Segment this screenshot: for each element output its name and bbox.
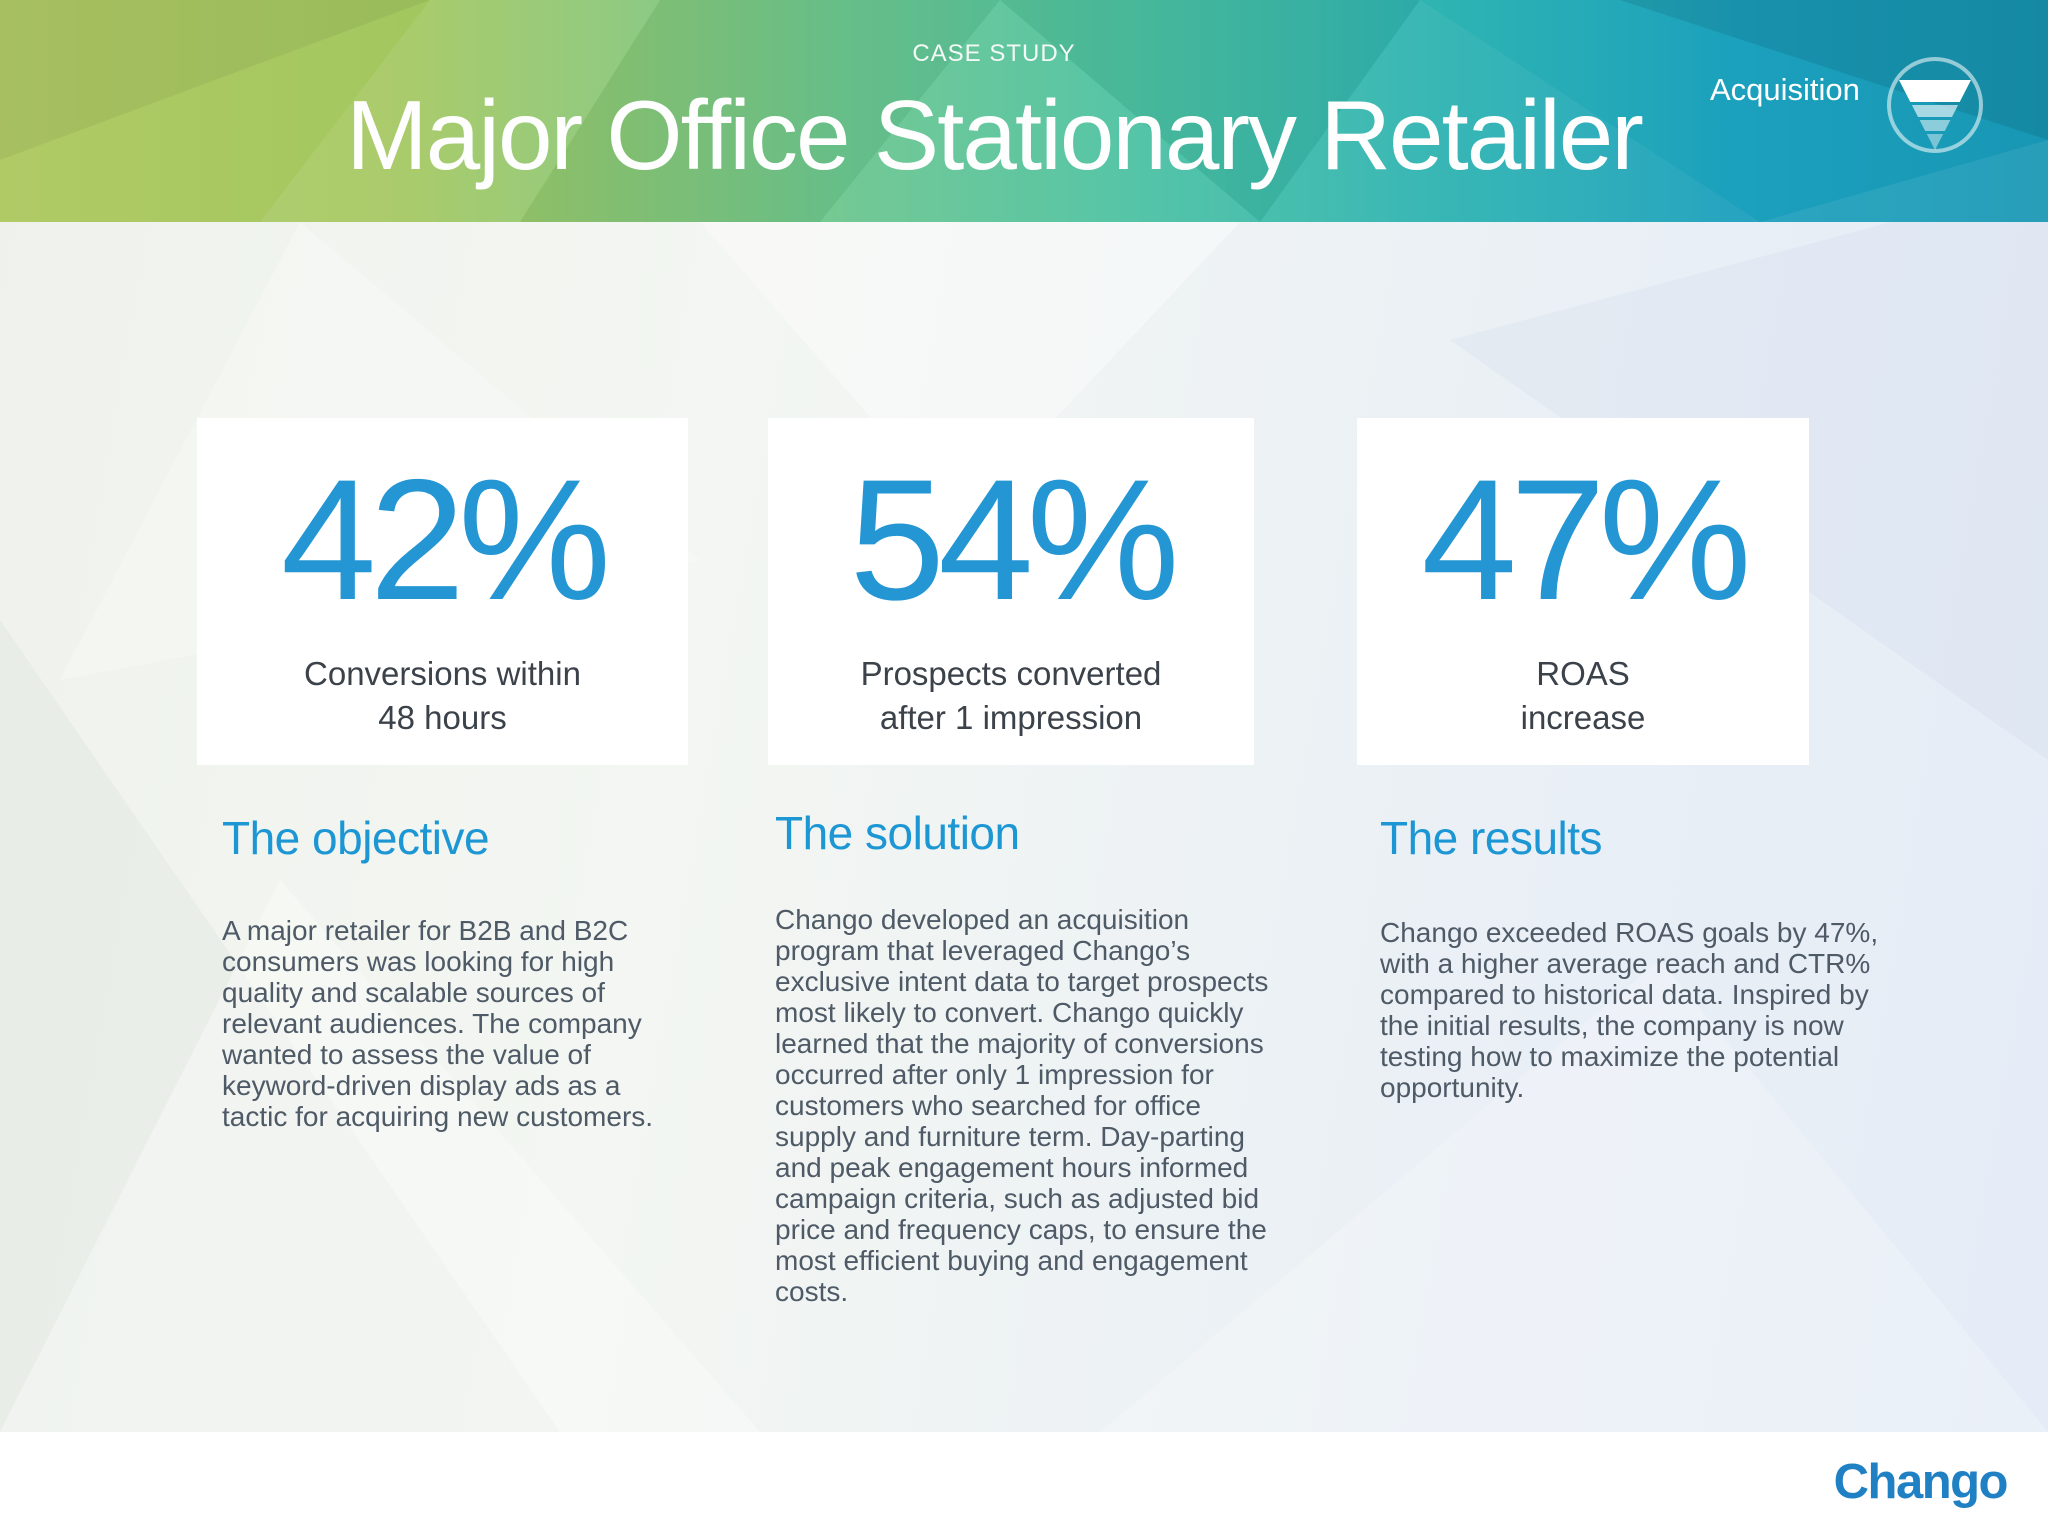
stat-value: 47% bbox=[1421, 444, 1751, 636]
stat-card-roas: 47% ROAS increase bbox=[1357, 418, 1809, 765]
hero-polygon-background bbox=[0, 0, 2048, 222]
stat-card-prospects: 54% Prospects converted after 1 impressi… bbox=[768, 418, 1254, 765]
section-heading: The results bbox=[1380, 812, 1603, 864]
stat-value: 54% bbox=[849, 444, 1179, 636]
stat-label: Prospects converted after 1 impression bbox=[860, 655, 1162, 736]
stat-label: ROAS increase bbox=[1520, 655, 1646, 736]
hero-banner: CASE STUDY Major Office Stationary Retai… bbox=[0, 0, 2048, 222]
funnel-icon bbox=[1887, 57, 1983, 153]
section-solution: The solution Chango developed an acquisi… bbox=[775, 810, 1335, 1307]
page-title: Major Office Stationary Retailer bbox=[346, 80, 1644, 190]
stat-card-conversions: 42% Conversions within 48 hours bbox=[197, 418, 688, 765]
chango-logo: Chango bbox=[1833, 1455, 2009, 1509]
section-heading: The solution bbox=[775, 807, 1020, 859]
section-results: The results Chango exceeded ROAS goals b… bbox=[1380, 815, 1940, 1103]
section-body: Chango exceeded ROAS goals by 47%, with … bbox=[1380, 917, 1879, 1103]
stat-value: 42% bbox=[280, 444, 611, 636]
footer: Chango bbox=[0, 1432, 2048, 1536]
acquisition-label: Acquisition bbox=[1710, 72, 1860, 107]
section-body: A major retailer for B2B and B2C consume… bbox=[222, 915, 654, 1132]
section-body: Chango developed an acquisition program … bbox=[775, 904, 1269, 1307]
stat-label: Conversions within 48 hours bbox=[304, 655, 581, 736]
eyebrow-label: CASE STUDY bbox=[912, 40, 1076, 67]
section-objective: The objective A major retailer for B2B a… bbox=[222, 815, 742, 1132]
section-heading: The objective bbox=[222, 812, 490, 864]
